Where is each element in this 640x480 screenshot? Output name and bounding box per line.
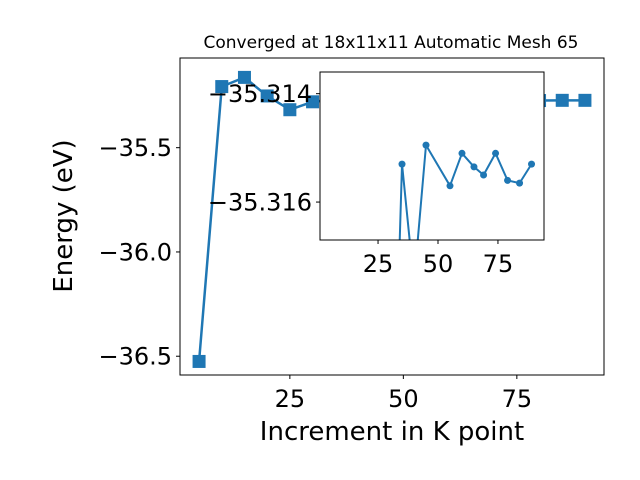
y-tick-label: −36.5 [98,343,172,371]
inset-axes-frame [319,71,545,241]
data-point [504,176,512,184]
data-point [215,80,229,94]
x-tick-label: 50 [423,250,454,278]
y-tick-label: −36.0 [98,238,172,266]
data-point [192,354,206,368]
y-tick-label: −35.5 [98,134,172,162]
data-point [480,171,488,179]
inset-series [398,141,536,240]
data-point [398,160,406,168]
x-tick-label: 25 [275,385,306,413]
data-point [555,93,569,107]
x-tick-label: 75 [483,250,514,278]
data-point [516,179,524,187]
inset-x-ticks: 25 50 75 [363,240,513,278]
data-point [492,149,500,157]
y-tick-label: −35.314 [208,80,312,108]
data-point [528,160,536,168]
main-y-ticks: −36.5 −36.0 −35.5 [98,134,180,371]
x-tick-label: 25 [363,250,394,278]
y-tick-label: −35.316 [208,188,312,216]
data-point [237,70,251,84]
x-tick-label: 50 [388,385,419,413]
x-tick-label: 75 [502,385,533,413]
main-axes-frame [179,57,605,376]
data-point [578,93,592,107]
chart-title: Converged at 18x11x11 Automatic Mesh 65 [204,33,579,53]
inset-plot: 25 50 75 −35.316 −35.314 [208,71,545,278]
data-point [470,163,478,171]
data-point [260,89,274,103]
data-point [458,149,466,157]
data-point [422,141,430,149]
data-point [446,182,454,190]
inset-y-ticks: −35.316 −35.314 [208,80,320,216]
data-point [306,95,320,109]
y-axis-label: Energy (eV) [49,139,79,292]
data-point [283,103,297,117]
main-x-ticks: 25 50 75 [275,375,533,413]
x-axis-label: Increment in K point [260,417,524,447]
